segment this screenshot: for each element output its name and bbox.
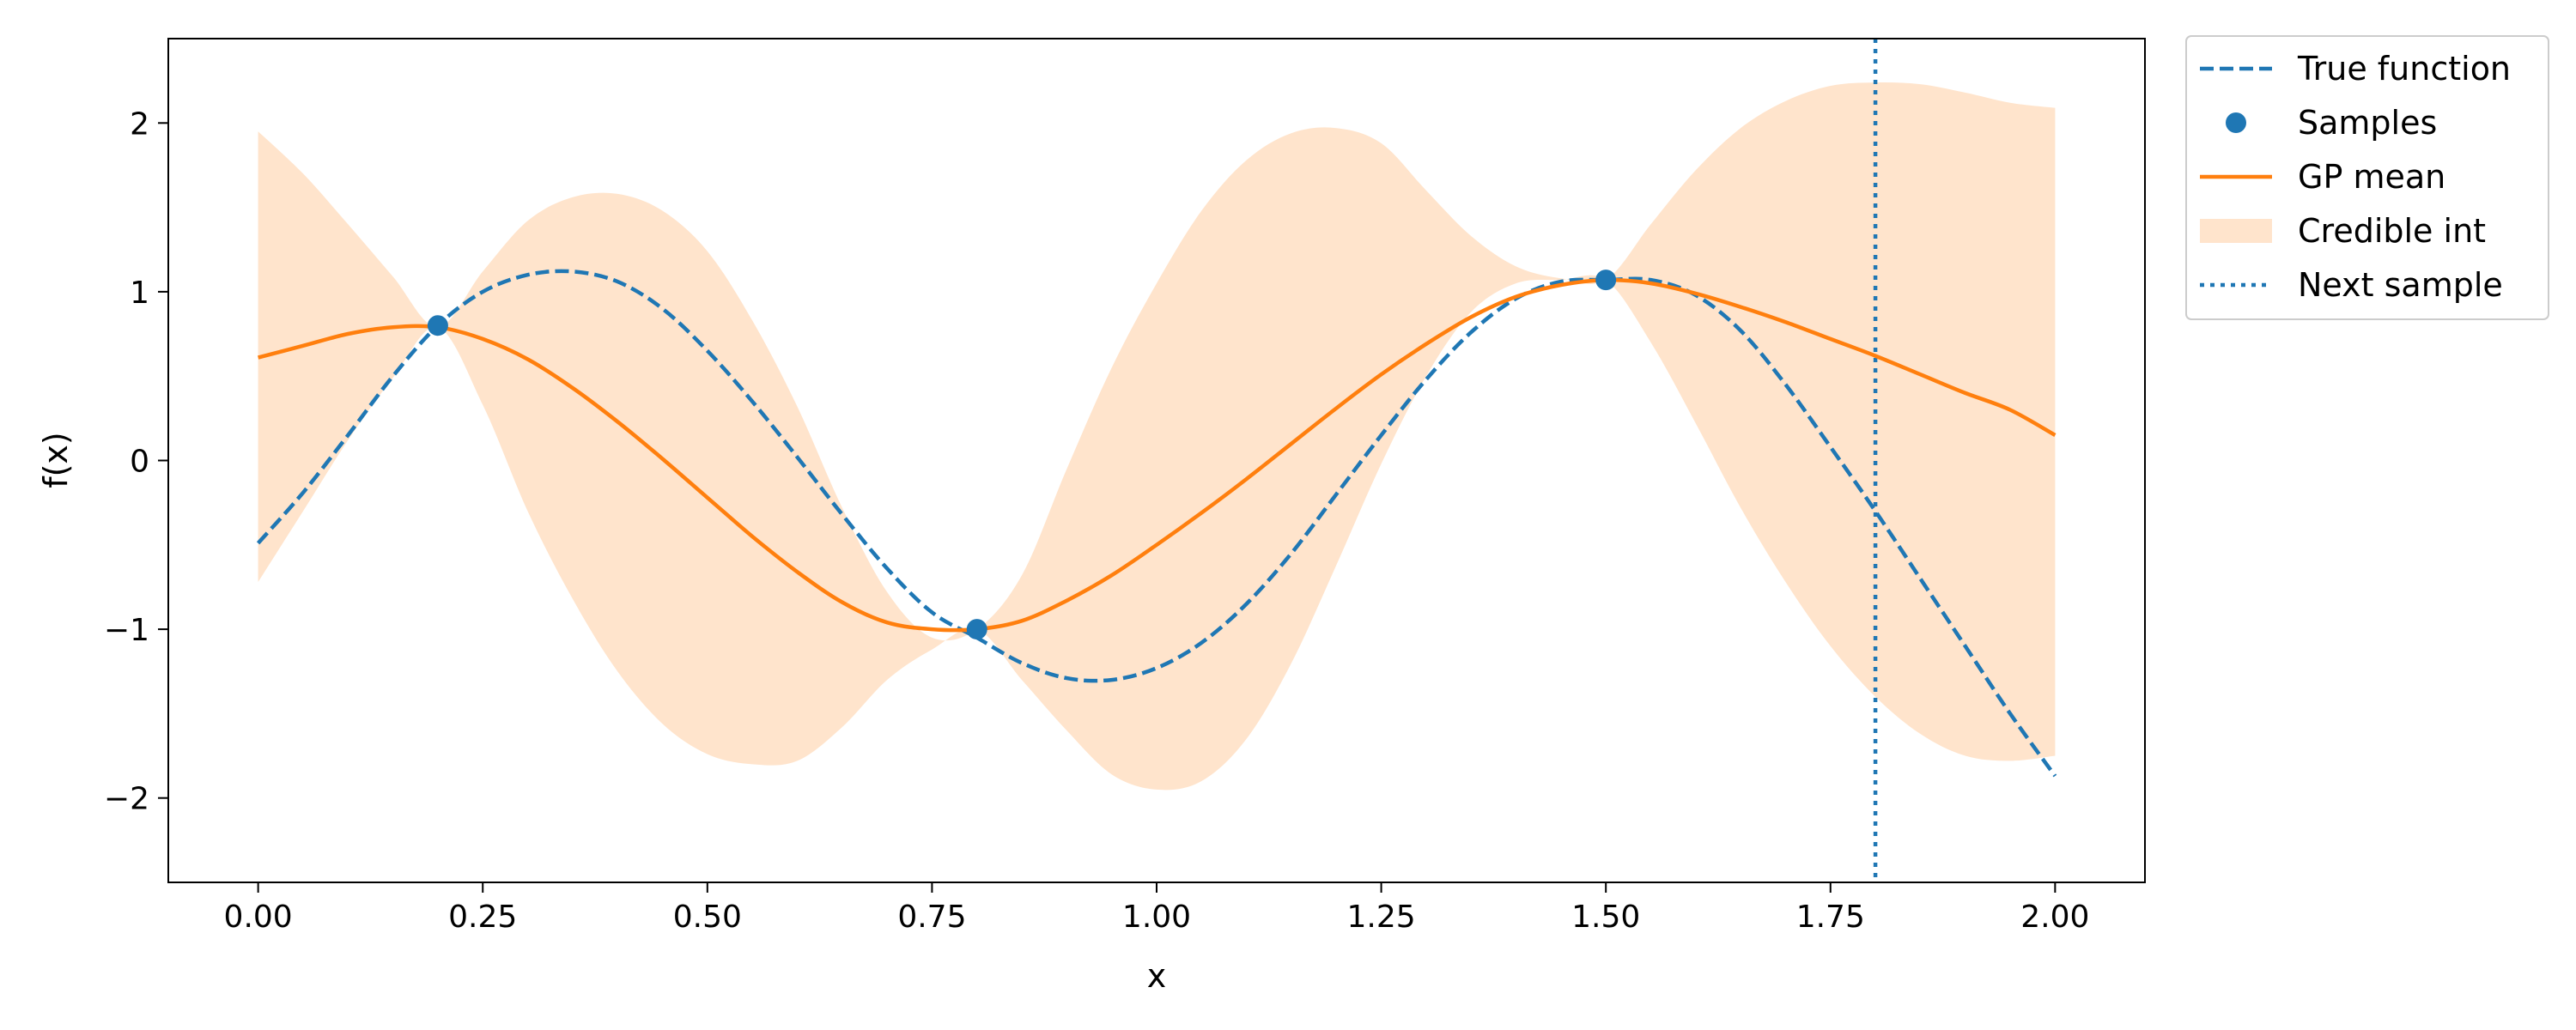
samples-markers [427,270,1617,640]
legend: True function Samples GP mean Credible int N… [2185,35,2549,320]
x-tick-label: 1.75 [1796,900,1865,935]
x-tick-label: 1.50 [1571,900,1640,935]
y-tick-label: −2 [104,782,149,817]
legend-item-gp-mean: GP mean [2200,158,2445,196]
x-tick-label: 0.25 [448,900,517,935]
x-tick-label: 0.50 [673,900,742,935]
plot-area: 0.00 0.25 0.50 0.75 1.00 1.25 1.50 1.75 2.00 −2−… [37,38,2146,995]
y-axis-ticks: −2 −1 0 1 2 [104,106,168,817]
x-tick-label: 0.75 [897,900,966,935]
legend-item-next-sample: Next sample [2200,266,2503,304]
sample-point [966,619,987,640]
legend-symbol [2226,112,2246,133]
x-tick-label: 2.00 [2020,900,2089,935]
legend-label: GP mean [2298,158,2445,196]
gp-mean-line [258,277,2057,633]
sample-point [1595,270,1617,291]
x-axis-label: x [1147,957,1167,995]
legend-item-credible-int: Credible int [2200,212,2486,250]
legend-symbol [2200,219,2272,243]
y-tick-label: 1 [130,276,149,311]
legend-box [2185,35,2549,320]
legend-label: Samples [2298,104,2437,142]
x-tick-label: 0.00 [224,900,293,935]
y-tick-label: −1 [104,613,149,648]
x-axis-ticks: 0.00 0.25 0.50 0.75 1.00 1.25 1.50 1.75 2.00 [224,882,2089,935]
legend-item-samples: Samples [2226,104,2437,142]
credible-interval-band [258,82,2056,791]
y-axis-label: f(x) [37,432,75,488]
x-tick-label: 1.00 [1122,900,1191,935]
y-tick-label: 2 [130,106,149,142]
true-function-line [256,269,2057,778]
legend-label: Next sample [2298,266,2503,304]
y-tick-label: 0 [130,445,149,480]
legend-label: Credible int [2298,212,2486,250]
legend-item-true-function: True function [2200,50,2511,88]
sample-point [427,315,448,336]
x-tick-label: 1.25 [1347,900,1416,935]
legend-label: True function [2297,50,2511,88]
